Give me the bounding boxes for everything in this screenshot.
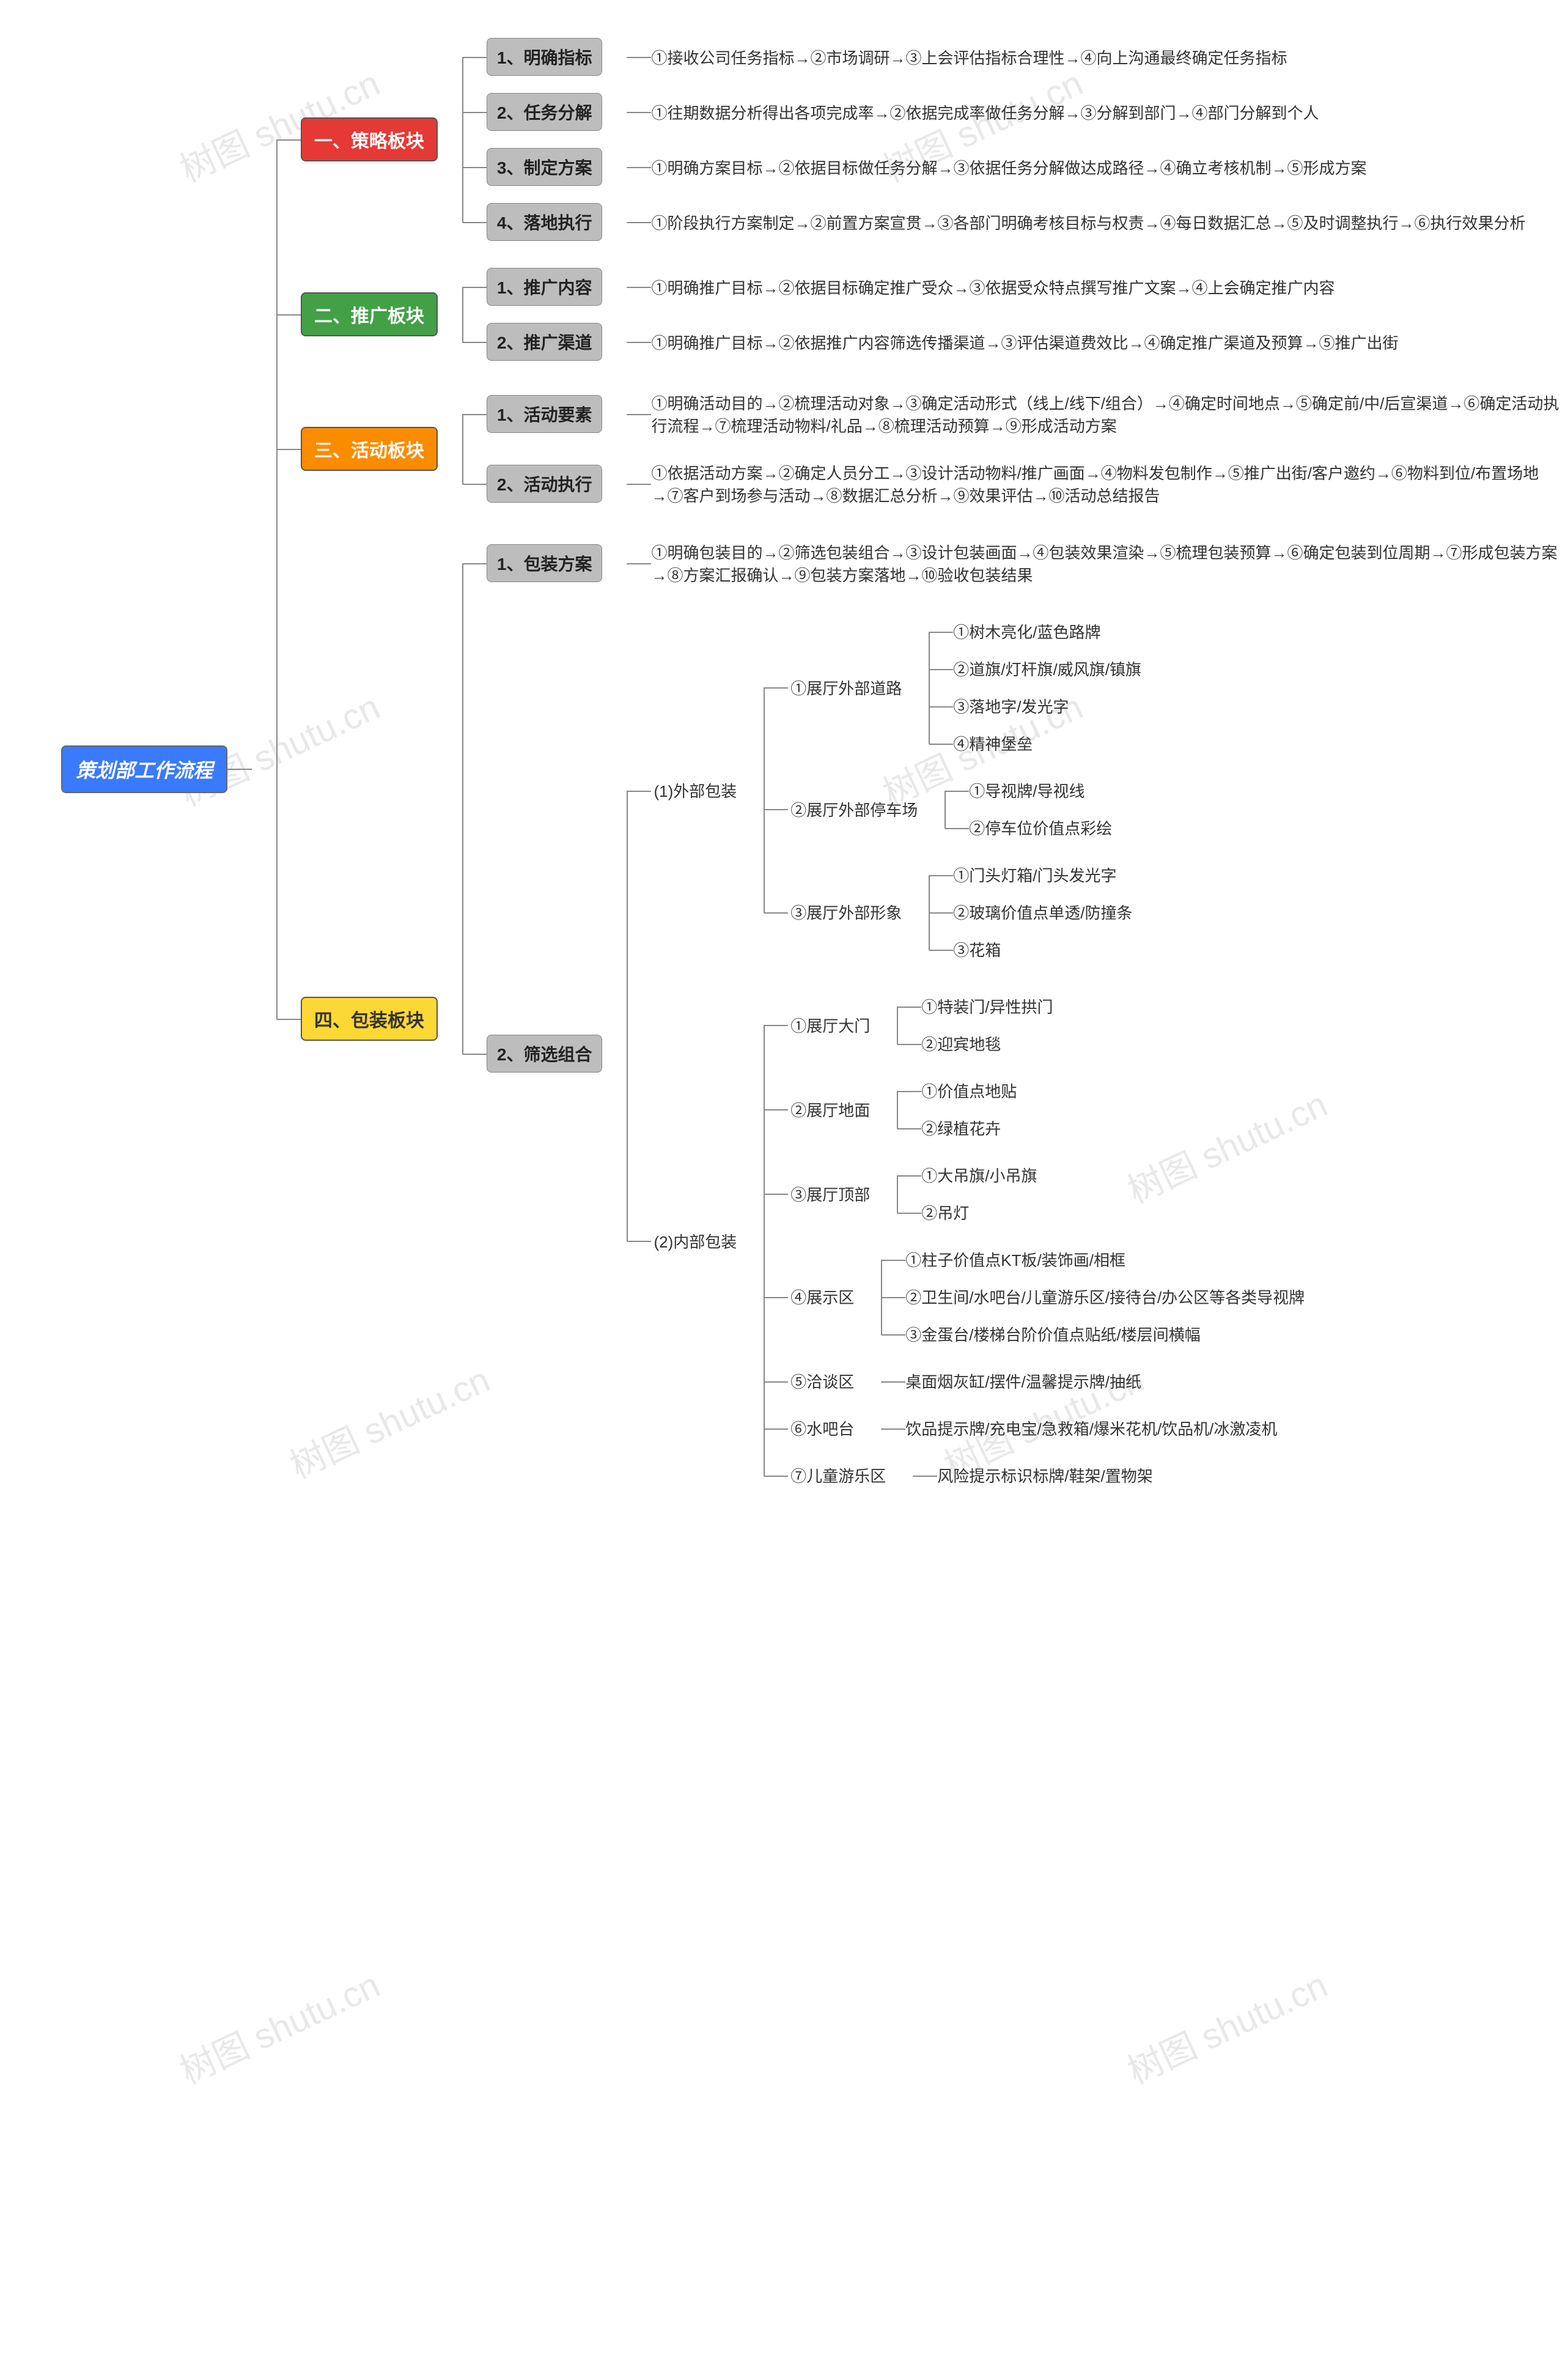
mindmap-container: 策划部工作流程 一、策略板块 1、明确指标 ①接收公司任务指标→②市场调研→③上… <box>61 24 1565 1513</box>
promotion-children: 1、推广内容 ①明确推广目标→②依据目标确定推广受众→③依据受众特点撰写推广文案… <box>462 259 1399 369</box>
int-waterbar: ⑥水吧台 饮品提示牌/充电宝/急救箱/爆米花机/饮品机/冰激凌机 <box>788 1405 1277 1452</box>
ext-image-leaf-3: ③花箱 <box>953 936 1001 963</box>
packaging-item-1: 1、包装方案 ①明确包装目的→②筛选包装组合→③设计包装画面→④包装效果渲染→⑤… <box>487 528 1565 598</box>
int-display-leaf-3: ③金蛋台/楼梯台阶价值点贴纸/楼层间横幅 <box>905 1320 1200 1348</box>
section-strategy: 一、策略板块 1、明确指标 ①接收公司任务指标→②市场调研→③上会评估指标合理性… <box>301 24 1526 254</box>
ext-parking-leaf-2: ②停车位价值点彩绘 <box>969 814 1112 841</box>
packaging-1-label: 1、包装方案 <box>487 544 603 582</box>
ext-road: ①展厅外部道路 ①树木亮化/蓝色路牌 ②道旗/灯杆旗/威风旗/镇旗 ③落地字/发… <box>788 608 1141 767</box>
promotion-1-detail: ①明确推广目标→②依据目标确定推广受众→③依据受众特点撰写推广文案→④上会确定推… <box>651 273 1335 301</box>
ext-road-leaf-2: ②道旗/灯杆旗/威风旗/镇旗 <box>953 655 1141 682</box>
ext-parking: ②展厅外部停车场 ①导视牌/导视线 ②停车位价值点彩绘 <box>788 767 1112 851</box>
packaging-2-groups: (1)外部包装 ①展厅外部道路 ①树木亮化/蓝色路牌 ②道旗/灯杆旗/威风旗/镇… <box>627 603 1305 1504</box>
int-floor-leaf-1: ①价值点地贴 <box>921 1077 1017 1104</box>
root-children: 一、策略板块 1、明确指标 ①接收公司任务指标→②市场调研→③上会评估指标合理性… <box>276 24 1565 1513</box>
activity-1-label: 1、活动要素 <box>487 395 603 433</box>
group-internal-label: (2)内部包装 <box>651 1226 739 1256</box>
watermark: 树图 shutu.cn <box>171 1957 387 2094</box>
packaging-2-label: 2、筛选组合 <box>487 1035 603 1073</box>
strategy-3-label: 3、制定方案 <box>487 148 603 186</box>
watermark: 树图 shutu.cn <box>1118 1957 1335 2094</box>
promotion-2-detail: ①明确推广目标→②依据推广内容筛选传播渠道→③评估渠道费效比→④确定推广渠道及预… <box>651 328 1398 356</box>
int-display-leaf-1: ①柱子价值点KT板/装饰画/相框 <box>905 1246 1125 1273</box>
group-internal: (2)内部包装 ①展厅大门 ①特装门/异性拱门 ②迎宾地毯 <box>651 978 1305 1504</box>
packaging-children: 1、包装方案 ①明确包装目的→②筛选包装组合→③设计包装画面→④包装效果渲染→⑤… <box>462 528 1565 1509</box>
group-external: (1)外部包装 ①展厅外部道路 ①树木亮化/蓝色路牌 ②道旗/灯杆旗/威风旗/镇… <box>651 603 1141 978</box>
ext-parking-leaf-1: ①导视牌/导视线 <box>969 777 1084 804</box>
activity-2-detail: ①依据活动方案→②确定人员分工→③设计活动物料/推广画面→④物料发包制作→⑤推广… <box>651 459 1565 509</box>
int-negotiate-label: ⑤洽谈区 <box>788 1366 856 1396</box>
section-promotion: 二、推广板块 1、推广内容 ①明确推广目标→②依据目标确定推广受众→③依据受众特… <box>301 254 1399 374</box>
strategy-3-detail: ①明确方案目标→②依据目标做任务分解→③依据任务分解做达成路径→④确立考核机制→… <box>651 153 1366 181</box>
ext-image-leaf-2: ②玻璃价值点单透/防撞条 <box>953 898 1132 926</box>
strategy-children: 1、明确指标 ①接收公司任务指标→②市场调研→③上会评估指标合理性→④向上沟通最… <box>462 29 1526 249</box>
ext-road-label: ①展厅外部道路 <box>788 673 904 703</box>
promotion-node: 二、推广板块 <box>301 292 438 336</box>
int-waterbar-label: ⑥水吧台 <box>788 1413 856 1443</box>
strategy-1-label: 1、明确指标 <box>487 38 603 76</box>
strategy-item-1: 1、明确指标 ①接收公司任务指标→②市场调研→③上会评估指标合理性→④向上沟通最… <box>487 29 1287 84</box>
strategy-item-2: 2、任务分解 ①往期数据分析得出各项完成率→②依据完成率做任务分解→③分解到部门… <box>487 84 1319 139</box>
int-ceiling-leaf-1: ①大吊旗/小吊旗 <box>921 1161 1037 1189</box>
strategy-4-label: 4、落地执行 <box>487 203 603 241</box>
ext-parking-label: ②展厅外部停车场 <box>788 794 920 824</box>
strategy-item-3: 3、制定方案 ①明确方案目标→②依据目标做任务分解→③依据任务分解做达成路径→④… <box>487 139 1367 194</box>
activity-2-label: 2、活动执行 <box>487 465 603 503</box>
int-kids-leaf: 风险提示标识标牌/鞋架/置物架 <box>937 1462 1152 1489</box>
int-kids-label: ⑦儿童游乐区 <box>788 1460 888 1490</box>
int-gate-label: ①展厅大门 <box>788 1010 872 1040</box>
int-floor: ②展厅地面 ①价值点地贴 ②绿植花卉 <box>788 1067 1017 1151</box>
ext-road-leaf-1: ①树木亮化/蓝色路牌 <box>953 618 1100 645</box>
ext-road-leaf-3: ③落地字/发光字 <box>953 692 1069 720</box>
int-display-label: ④展示区 <box>788 1282 856 1312</box>
root-node: 策划部工作流程 <box>61 745 227 793</box>
ext-image-label: ③展厅外部形象 <box>788 897 904 927</box>
int-floor-leaf-2: ②绿植花卉 <box>921 1114 1001 1142</box>
activity-node: 三、活动板块 <box>301 427 438 471</box>
int-ceiling-leaf-2: ②吊灯 <box>921 1199 969 1226</box>
packaging-1-detail: ①明确包装目的→②筛选包装组合→③设计包装画面→④包装效果渲染→⑤梳理包装预算→… <box>651 538 1565 588</box>
promotion-item-1: 1、推广内容 ①明确推广目标→②依据目标确定推广受众→③依据受众特点撰写推广文案… <box>487 259 1335 314</box>
int-gate: ①展厅大门 ①特装门/异性拱门 ②迎宾地毯 <box>788 983 1053 1067</box>
strategy-node: 一、策略板块 <box>301 117 438 161</box>
int-gate-leaf-2: ②迎宾地毯 <box>921 1030 1001 1057</box>
group-internal-children: ①展厅大门 ①特装门/异性拱门 ②迎宾地毯 ②展厅地面 ①价 <box>764 983 1305 1499</box>
activity-children: 1、活动要素 ①明确活动目的→②梳理活动对象→③确定活动形式（线上/线下/组合）… <box>462 379 1565 519</box>
strategy-4-detail: ①阶段执行方案制定→②前置方案宣贯→③各部门明确考核目标与权责→④每日数据汇总→… <box>651 209 1525 236</box>
packaging-item-2: 2、筛选组合 (1)外部包装 ①展厅外部道路 ①树木亮化/蓝色路牌 ②道旗 <box>487 598 1305 1509</box>
ext-road-leaf-4: ④精神堡垒 <box>953 730 1033 757</box>
strategy-2-label: 2、任务分解 <box>487 93 603 131</box>
int-display-leaf-2: ②卫生间/水吧台/儿童游乐区/接待台/办公区等各类导视牌 <box>905 1283 1305 1310</box>
root-connector <box>227 769 252 770</box>
ext-image-leaves: ①门头灯箱/门头发光字 ②玻璃价值点单透/防撞条 ③花箱 <box>929 856 1132 968</box>
activity-1-detail: ①明确活动目的→②梳理活动对象→③确定活动形式（线上/线下/组合）→④确定时间地… <box>651 389 1565 439</box>
strategy-2-detail: ①往期数据分析得出各项完成率→②依据完成率做任务分解→③分解到部门→④部门分解到… <box>651 98 1319 126</box>
int-negotiate-leaf: 桌面烟灰缸/摆件/温馨提示牌/抽纸 <box>905 1367 1141 1395</box>
int-negotiate: ⑤洽谈区 桌面烟灰缸/摆件/温馨提示牌/抽纸 <box>788 1358 1141 1405</box>
promotion-2-label: 2、推广渠道 <box>487 323 603 361</box>
int-kids: ⑦儿童游乐区 风险提示标识标牌/鞋架/置物架 <box>788 1452 1152 1499</box>
promotion-1-label: 1、推广内容 <box>487 268 603 306</box>
activity-item-1: 1、活动要素 ①明确活动目的→②梳理活动对象→③确定活动形式（线上/线下/组合）… <box>487 379 1565 449</box>
int-display: ④展示区 ①柱子价值点KT板/装饰画/相框 ②卫生间/水吧台/儿童游乐区/接待台… <box>788 1236 1305 1358</box>
promotion-item-2: 2、推广渠道 ①明确推广目标→②依据推广内容筛选传播渠道→③评估渠道费效比→④确… <box>487 314 1399 369</box>
strategy-1-detail: ①接收公司任务指标→②市场调研→③上会评估指标合理性→④向上沟通最终确定任务指标 <box>651 43 1287 71</box>
ext-image-leaf-1: ①门头灯箱/门头发光字 <box>953 861 1116 889</box>
packaging-node: 四、包装板块 <box>301 997 438 1041</box>
section-activity: 三、活动板块 1、活动要素 ①明确活动目的→②梳理活动对象→③确定活动形式（线上… <box>301 374 1565 523</box>
activity-item-2: 2、活动执行 ①依据活动方案→②确定人员分工→③设计活动物料/推广画面→④物料发… <box>487 449 1565 519</box>
int-floor-label: ②展厅地面 <box>788 1095 872 1125</box>
int-ceiling-label: ③展厅顶部 <box>788 1179 872 1209</box>
ext-road-leaves: ①树木亮化/蓝色路牌 ②道旗/灯杆旗/威风旗/镇旗 ③落地字/发光字 ④精神堡垒 <box>929 613 1141 762</box>
ext-parking-leaves: ①导视牌/导视线 ②停车位价值点彩绘 <box>945 772 1112 846</box>
int-ceiling: ③展厅顶部 ①大吊旗/小吊旗 ②吊灯 <box>788 1151 1037 1236</box>
section-packaging: 四、包装板块 1、包装方案 ①明确包装目的→②筛选包装组合→③设计包装画面→④包… <box>301 523 1565 1513</box>
strategy-item-4: 4、落地执行 ①阶段执行方案制定→②前置方案宣贯→③各部门明确考核目标与权责→④… <box>487 194 1526 249</box>
group-external-label: (1)外部包装 <box>651 775 739 805</box>
group-external-children: ①展厅外部道路 ①树木亮化/蓝色路牌 ②道旗/灯杆旗/威风旗/镇旗 ③落地字/发… <box>764 608 1141 973</box>
ext-image: ③展厅外部形象 ①门头灯箱/门头发光字 ②玻璃价值点单透/防撞条 ③花箱 <box>788 851 1132 973</box>
int-waterbar-leaf: 饮品提示牌/充电宝/急救箱/爆米花机/饮品机/冰激凌机 <box>905 1414 1277 1442</box>
int-gate-leaf-1: ①特装门/异性拱门 <box>921 992 1053 1020</box>
